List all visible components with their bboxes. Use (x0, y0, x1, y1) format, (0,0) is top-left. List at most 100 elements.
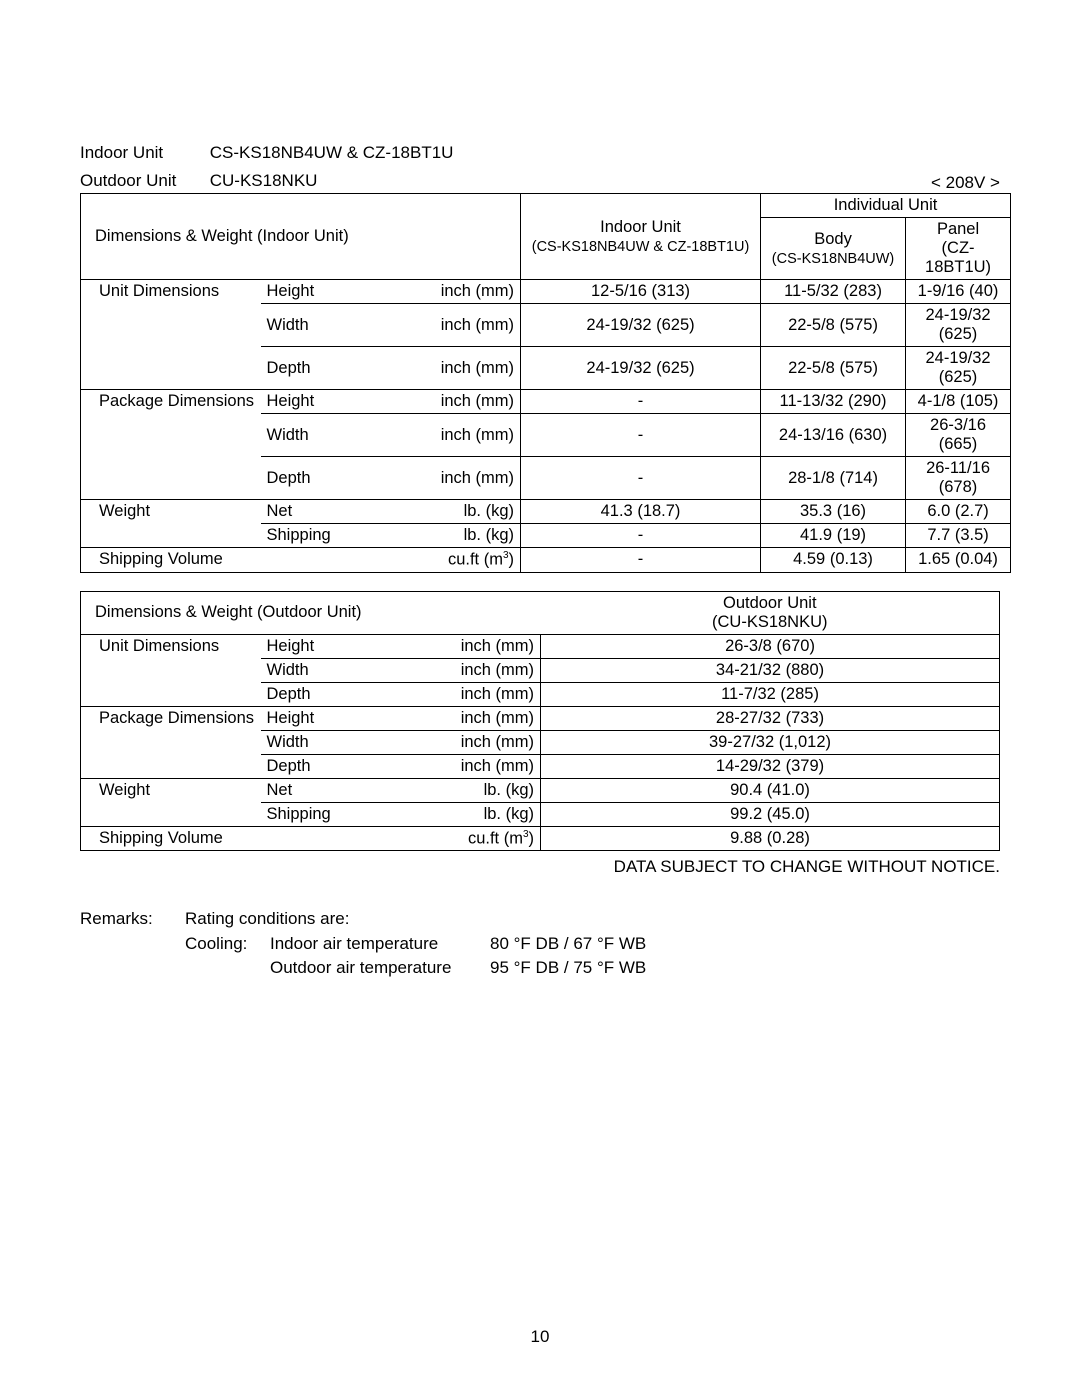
row-group: Unit Dimensions (81, 280, 261, 304)
table-row: Depthinch (mm)11-7/32 (285) (81, 682, 1000, 706)
row-group: Weight (81, 778, 261, 802)
row-unit: inch (mm) (421, 414, 521, 457)
row-unit: inch (mm) (421, 658, 541, 682)
cell-body: 11-5/32 (283) (761, 280, 906, 304)
cell-panel: 24-19/32 (625) (906, 347, 1011, 390)
table-row: Depthinch (mm)24-19/32 (625)22-5/8 (575)… (81, 347, 1011, 390)
cell-panel: 6.0 (2.7) (906, 500, 1011, 524)
indoor-table-title: Dimensions & Weight (Indoor Unit) (81, 194, 521, 280)
remarks-outdoor-temp-value: 95 °F DB / 75 °F WB (490, 956, 646, 981)
table-row: Package DimensionsHeightinch (mm)-11-13/… (81, 390, 1011, 414)
cell-outdoor: 34-21/32 (880) (541, 658, 1000, 682)
outdoor-dimensions-table: Dimensions & Weight (Outdoor Unit) Outdo… (80, 591, 1000, 852)
cell-outdoor: 11-7/32 (285) (541, 682, 1000, 706)
remarks-indoor-temp-label: Indoor air temperature (270, 932, 490, 957)
row-unit: lb. (kg) (421, 802, 541, 826)
row-unit: lb. (kg) (421, 778, 541, 802)
row-sub: Depth (261, 347, 421, 390)
table-row: Unit DimensionsHeightinch (mm)26-3/8 (67… (81, 634, 1000, 658)
cell-outdoor: 99.2 (45.0) (541, 802, 1000, 826)
outdoor-unit-label: Outdoor Unit (80, 168, 205, 194)
table-row: Widthinch (mm)34-21/32 (880) (81, 658, 1000, 682)
row-sub: Depth (261, 682, 421, 706)
table-row: Shippinglb. (kg)99.2 (45.0) (81, 802, 1000, 826)
row-sub: Width (261, 658, 421, 682)
table-header-row: Dimensions & Weight (Indoor Unit) Indoor… (81, 194, 1011, 218)
cell-outdoor: 28-27/32 (733) (541, 706, 1000, 730)
row-sub: Width (261, 730, 421, 754)
row-sub (261, 548, 421, 573)
row-group: Unit Dimensions (81, 634, 261, 658)
row-unit: inch (mm) (421, 304, 521, 347)
cell-panel: 4-1/8 (105) (906, 390, 1011, 414)
cell-body: 41.9 (19) (761, 524, 906, 548)
table-row: Widthinch (mm)39-27/32 (1,012) (81, 730, 1000, 754)
data-notice: DATA SUBJECT TO CHANGE WITHOUT NOTICE. (80, 857, 1000, 877)
cell-outdoor: 90.4 (41.0) (541, 778, 1000, 802)
table-row: Depthinch (mm)14-29/32 (379) (81, 754, 1000, 778)
row-group (81, 524, 261, 548)
cell-indoor: 41.3 (18.7) (521, 500, 761, 524)
col-panel: Panel (CZ-18BT1U) (906, 218, 1011, 280)
table-row: Package DimensionsHeightinch (mm)28-27/3… (81, 706, 1000, 730)
row-sub: Net (261, 500, 421, 524)
row-group (81, 457, 261, 500)
cell-indoor: - (521, 457, 761, 500)
indoor-unit-line: Indoor Unit CS-KS18NB4UW & CZ-18BT1U (80, 140, 1000, 166)
row-sub: Width (261, 414, 421, 457)
row-sub: Height (261, 390, 421, 414)
table-row: WeightNetlb. (kg)41.3 (18.7)35.3 (16)6.0… (81, 500, 1011, 524)
row-group: Package Dimensions (81, 706, 261, 730)
row-sub: Shipping (261, 524, 421, 548)
table-row: WeightNetlb. (kg)90.4 (41.0) (81, 778, 1000, 802)
table-row: Unit DimensionsHeightinch (mm)12-5/16 (3… (81, 280, 1011, 304)
row-sub: Net (261, 778, 421, 802)
cell-body: 24-13/16 (630) (761, 414, 906, 457)
col-indoor-unit: Indoor Unit (CS-KS18NB4UW & CZ-18BT1U) (521, 194, 761, 280)
row-group: Shipping Volume (81, 826, 261, 851)
indoor-dimensions-table: Dimensions & Weight (Indoor Unit) Indoor… (80, 193, 1011, 573)
row-unit: cu.ft (m3) (421, 826, 541, 851)
table-header-row: Dimensions & Weight (Outdoor Unit) Outdo… (81, 591, 1000, 634)
row-sub: Height (261, 280, 421, 304)
indoor-unit-models: CS-KS18NB4UW & CZ-18BT1U (210, 143, 454, 162)
cell-body: 28-1/8 (714) (761, 457, 906, 500)
cell-outdoor: 39-27/32 (1,012) (541, 730, 1000, 754)
indoor-unit-label: Indoor Unit (80, 140, 205, 166)
cell-outdoor: 9.88 (0.28) (541, 826, 1000, 851)
cell-body: 4.59 (0.13) (761, 548, 906, 573)
table-row: Shipping Volume cu.ft (m3)9.88 (0.28) (81, 826, 1000, 851)
row-sub: Width (261, 304, 421, 347)
row-sub: Height (261, 706, 421, 730)
row-unit: cu.ft (m3) (421, 548, 521, 573)
cell-body: 35.3 (16) (761, 500, 906, 524)
row-sub: Depth (261, 457, 421, 500)
col-outdoor-unit: Outdoor Unit (CU-KS18NKU) (541, 591, 1000, 634)
row-group (81, 730, 261, 754)
cell-panel: 26-11/16 (678) (906, 457, 1011, 500)
cell-panel: 1-9/16 (40) (906, 280, 1011, 304)
cell-indoor: 24-19/32 (625) (521, 347, 761, 390)
row-group: Shipping Volume (81, 548, 261, 573)
outdoor-unit-model: CU-KS18NKU (210, 171, 318, 190)
row-group (81, 347, 261, 390)
row-unit: inch (mm) (421, 730, 541, 754)
cell-body: 22-5/8 (575) (761, 347, 906, 390)
row-unit: inch (mm) (421, 457, 521, 500)
cell-outdoor: 14-29/32 (379) (541, 754, 1000, 778)
remarks-outdoor-temp-label: Outdoor air temperature (270, 956, 490, 981)
cell-indoor: - (521, 524, 761, 548)
remarks-cooling-label: Cooling: (185, 932, 270, 957)
row-group (81, 802, 261, 826)
row-group (81, 658, 261, 682)
cell-body: 11-13/32 (290) (761, 390, 906, 414)
row-group (81, 414, 261, 457)
table-row: Depthinch (mm)-28-1/8 (714)26-11/16 (678… (81, 457, 1011, 500)
page-number: 10 (0, 1327, 1080, 1347)
table-row: Widthinch (mm)-24-13/16 (630)26-3/16 (66… (81, 414, 1011, 457)
cell-panel: 24-19/32 (625) (906, 304, 1011, 347)
remarks-line1: Rating conditions are: (185, 907, 349, 932)
cell-indoor: - (521, 390, 761, 414)
col-individual-unit: Individual Unit (761, 194, 1011, 218)
row-sub: Depth (261, 754, 421, 778)
